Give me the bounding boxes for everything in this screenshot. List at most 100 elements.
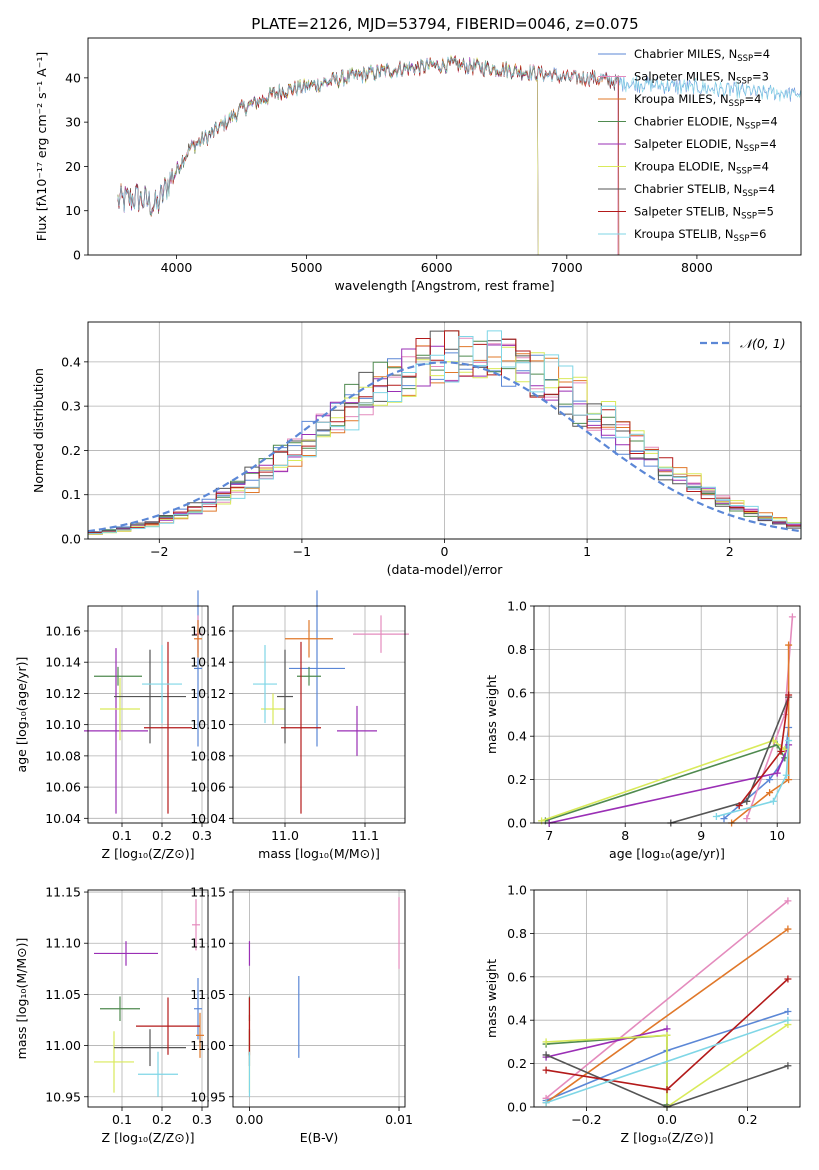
weight-series-line	[545, 1019, 789, 1104]
age-vs-mass-plot-area	[253, 590, 409, 814]
legend-count: =4	[744, 92, 761, 106]
y-tick-label: 0.0	[61, 532, 81, 547]
x-axis-label: wavelength [Angstrom, rest frame]	[334, 278, 554, 293]
y-tick-label: 1.0	[507, 599, 527, 614]
spectrum-panel: 4000 5000 6000 7000 8000 0 10 20 30 40 wavelength …	[34, 37, 802, 293]
mass-vs-Z-plot-area	[94, 899, 204, 1097]
weight-point-marker	[663, 1086, 671, 1094]
y-tick-label: 0.2	[507, 772, 527, 787]
weight-point-marker	[743, 797, 751, 805]
weight-point-marker	[712, 812, 720, 820]
x-tick-label: 0.2	[152, 828, 172, 843]
spectrum-series-line	[117, 57, 539, 256]
legend-count: =3	[752, 70, 769, 84]
x-tick-label: 0.0	[657, 1112, 677, 1127]
axes-frame	[232, 605, 406, 824]
x-tick-label: 0.3	[192, 828, 212, 843]
mass-vs-ebv-panel: 0.00 0.01 10.95 11.00 11.05 11.10 11.15 E(B-V)	[190, 885, 413, 1145]
y-tick-label: 10.08	[45, 748, 81, 763]
legend-subscript: SSP	[737, 54, 753, 64]
y-tick-label: 11.15	[190, 885, 226, 900]
legend-count: =4	[758, 182, 775, 196]
weight-series-line	[546, 1023, 789, 1109]
y-axis-label: Normed distribution	[31, 368, 46, 493]
weight-point-marker	[663, 1025, 671, 1033]
spectrum-series-line	[117, 54, 620, 256]
weight-point-marker	[784, 1008, 792, 1016]
age-vs-Z-panel: 0.1 0.2 0.3 10.04 10.06 10.08 10.10 10.12 10.14 1…	[14, 590, 212, 861]
axes-frame	[533, 605, 801, 824]
y-axis-label: mass weight	[484, 959, 499, 1038]
legend-subscript: SSP	[741, 212, 757, 222]
x-tick-label: 0.00	[236, 1112, 264, 1127]
legend-count: =4	[753, 47, 770, 61]
weight-point-marker	[784, 975, 792, 983]
mass-weight-vs-Z-panel: −0.2 0.0 0.2 0.0 0.2 0.4 0.6 0.8 1.0 Z [log₁₀(Z/Z…	[484, 883, 801, 1145]
y-tick-label: 10.95	[190, 1089, 226, 1104]
weight-point-marker	[784, 1016, 792, 1024]
y-tick-label: 11.10	[190, 936, 226, 951]
spectrum-series-line	[117, 56, 801, 216]
weight-point-marker	[766, 776, 774, 784]
y-tick-label: 10	[65, 203, 81, 218]
weight-point-marker	[785, 776, 793, 784]
x-axis-label: age [log₁₀(age/yr)]	[609, 846, 725, 861]
spectrum-series-line	[117, 55, 539, 256]
y-tick-label: 0.8	[507, 642, 527, 657]
y-axis-label: Flux [fλ10⁻¹⁷ erg cm⁻² s⁻¹ A⁻¹]	[34, 52, 49, 241]
x-tick-label: 0.3	[192, 1112, 212, 1127]
legend-count: =4	[761, 115, 778, 129]
weight-point-marker	[777, 747, 785, 755]
y-tick-label: 0.4	[61, 354, 81, 369]
y-tick-label: 10.10	[45, 717, 81, 732]
mass-vs-Z-panel: 0.1 0.2 0.3 10.95 11.00 11.05 11.10 11.15 Z [log…	[14, 885, 212, 1145]
y-axis-label: mass [log₁₀(M/M⊙)]	[14, 938, 29, 1060]
legend-count: =4	[752, 160, 769, 174]
y-tick-label: 0.3	[61, 399, 81, 414]
x-tick-label: 2	[726, 544, 734, 559]
mass-weight-vs-Z-plot-area	[542, 897, 792, 1111]
mass-weight-vs-age-plot-area	[538, 613, 796, 827]
weight-point-marker	[785, 641, 793, 649]
y-axis-label: age [log₁₀(age/yr)]	[14, 657, 29, 773]
weight-point-marker	[782, 771, 790, 779]
y-tick-label: 10.06	[45, 780, 81, 795]
x-tick-label: 11.1	[351, 828, 379, 843]
y-tick-label: 10.14	[190, 655, 226, 670]
weight-series-line	[549, 744, 790, 824]
weight-point-marker	[542, 1099, 550, 1107]
legend-label: Salpeter ELODIE, NSSP=4	[634, 137, 777, 154]
weight-series-line	[731, 645, 790, 824]
legend-subscript: SSP	[729, 99, 745, 109]
y-tick-label: 10.14	[45, 655, 81, 670]
y-tick-label: 10.16	[190, 623, 226, 638]
y-tick-label: 10.95	[45, 1089, 81, 1104]
y-tick-label: 0.6	[507, 685, 527, 700]
x-tick-label: 0	[441, 544, 449, 559]
x-tick-label: 9	[697, 828, 705, 843]
legend-label: Chabrier ELODIE, NSSP=4	[634, 115, 778, 132]
legend-count: =4	[760, 137, 777, 151]
x-tick-label: 1	[583, 544, 591, 559]
y-tick-label: 0.0	[507, 1100, 527, 1115]
weight-point-marker	[785, 691, 793, 699]
x-tick-label: 0.2	[152, 1112, 172, 1127]
legend-subscript: SSP	[734, 234, 750, 244]
y-tick-label: 0.0	[507, 816, 527, 831]
axes-frame	[533, 889, 801, 1108]
mass-vs-ebv-plot-area	[248, 897, 400, 1097]
x-tick-label: 0.2	[738, 1112, 758, 1127]
x-tick-label: 6000	[421, 260, 453, 275]
legend-label: Salpeter MILES, NSSP=3	[634, 70, 769, 87]
y-tick-label: 0.1	[61, 487, 81, 502]
y-tick-label: 11.00	[45, 1038, 81, 1053]
y-tick-label: 10.12	[190, 686, 226, 701]
x-tick-label: 0.1	[112, 828, 132, 843]
x-axis-label: Z [log₁₀(Z/Z⊙)]	[621, 1130, 714, 1145]
age-vs-mass-panel: 11.0 11.1 10.04 10.06 10.08 10.10 10.12 10.14 10…	[190, 590, 409, 861]
y-axis-label: mass weight	[484, 675, 499, 754]
x-axis-label: mass [log₁₀(M/M⊙)]	[258, 846, 380, 861]
y-tick-label: 1.0	[507, 883, 527, 898]
y-tick-label: 10.04	[190, 811, 226, 826]
weight-point-marker	[785, 737, 793, 745]
